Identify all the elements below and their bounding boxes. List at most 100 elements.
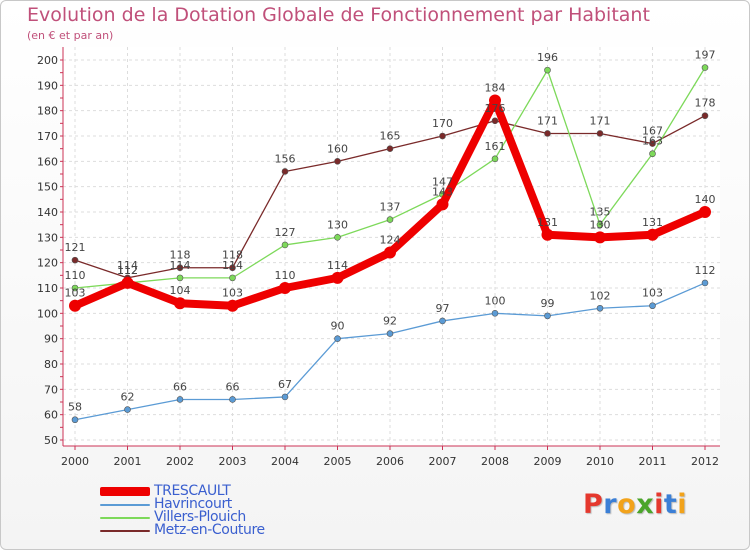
data-label-villers-plouich: 137 <box>380 201 401 214</box>
data-label-villers-plouich: 127 <box>275 226 296 239</box>
y-tick-label: 160 <box>37 155 58 168</box>
logo-letter-2: r <box>603 489 618 520</box>
x-tick-label: 2012 <box>691 455 719 468</box>
data-point-trescault <box>489 94 501 107</box>
y-tick-label: 200 <box>37 54 58 67</box>
chart-title: Evolution de la Dotation Globale de Fonc… <box>27 4 650 26</box>
data-label-havrincourt: 66 <box>226 380 240 393</box>
data-label-villers-plouich: 114 <box>222 259 243 272</box>
data-point-havrincourt <box>386 330 394 337</box>
data-label-villers-plouich: 163 <box>642 135 663 148</box>
data-label-metz-en-couture: 121 <box>65 241 86 254</box>
data-label-havrincourt: 102 <box>590 289 611 302</box>
data-point-villers-plouich <box>491 155 499 163</box>
legend-item-havrincourt[interactable]: Havrincourt <box>100 497 265 511</box>
data-point-villers-plouich <box>281 241 289 249</box>
x-tick-label: 2007 <box>429 455 457 468</box>
x-tick-label: 2000 <box>61 455 89 468</box>
x-tick-label: 2002 <box>166 455 194 468</box>
data-label-trescault: 103 <box>222 287 243 300</box>
data-point-trescault <box>384 246 396 259</box>
proxiti-logo: Proxiti <box>583 489 687 520</box>
legend: TRESCAULT Havrincourt Villers-Plouich Me… <box>100 484 265 537</box>
legend-item-metz-en-couture[interactable]: Metz-en-Couture <box>100 523 265 537</box>
logo-letter-6: t <box>663 489 678 520</box>
y-tick-label: 80 <box>44 358 58 371</box>
data-point-metz-en-couture <box>334 158 341 165</box>
logo-letter-3: o <box>617 489 637 520</box>
data-point-villers-plouich <box>71 284 79 292</box>
data-point-havrincourt <box>596 304 604 312</box>
data-point-metz-en-couture <box>649 140 656 147</box>
data-point-trescault <box>646 228 659 241</box>
data-label-havrincourt: 99 <box>541 297 555 310</box>
data-label-havrincourt: 67 <box>278 378 292 391</box>
data-point-metz-en-couture <box>71 256 79 264</box>
y-tick-label: 150 <box>37 181 58 194</box>
logo-letter-4: x <box>636 489 655 520</box>
x-tick-label: 2004 <box>271 455 299 468</box>
data-label-trescault: 103 <box>65 287 86 300</box>
y-tick-label: 60 <box>44 409 58 422</box>
x-tick-label: 2003 <box>219 455 247 468</box>
data-label-villers-plouich: 130 <box>327 218 348 231</box>
y-tick-label: 120 <box>37 257 58 270</box>
data-point-havrincourt <box>701 279 709 287</box>
data-point-havrincourt <box>544 312 551 320</box>
data-label-trescault: 114 <box>327 259 348 272</box>
data-point-metz-en-couture <box>701 112 709 120</box>
legend-item-villers-plouich[interactable]: Villers-Plouich <box>100 510 265 524</box>
data-point-metz-en-couture <box>544 130 551 137</box>
logo-letter-7: i <box>677 489 688 520</box>
data-point-trescault <box>226 299 239 312</box>
data-label-villers-plouich: 135 <box>590 206 611 219</box>
data-label-trescault: 130 <box>590 218 611 231</box>
data-label-trescault: 140 <box>695 193 716 206</box>
data-label-villers-plouich: 161 <box>485 140 506 153</box>
data-label-metz-en-couture: 165 <box>380 130 401 143</box>
data-label-havrincourt: 103 <box>642 287 663 300</box>
data-label-trescault: 184 <box>485 82 506 95</box>
legend-swatch-havrincourt <box>100 503 150 506</box>
data-label-havrincourt: 62 <box>121 391 135 404</box>
y-tick-label: 90 <box>44 333 58 346</box>
data-label-trescault: 124 <box>380 234 401 247</box>
x-tick-label: 2006 <box>376 455 404 468</box>
data-label-metz-en-couture: 170 <box>432 117 453 130</box>
logo-letter-1: P <box>583 489 604 520</box>
data-point-trescault <box>279 282 291 294</box>
data-point-metz-en-couture <box>281 168 289 175</box>
data-point-villers-plouich <box>334 234 341 241</box>
y-tick-label: 100 <box>37 307 58 320</box>
y-tick-label: 190 <box>37 79 58 92</box>
legend-swatch-trescault <box>100 487 150 496</box>
data-point-villers-plouich <box>176 274 184 282</box>
y-tick-label: 130 <box>37 231 58 244</box>
data-label-villers-plouich: 114 <box>170 259 191 272</box>
data-point-havrincourt <box>649 302 656 310</box>
data-label-villers-plouich: 112 <box>117 264 138 277</box>
x-tick-label: 2010 <box>586 455 614 468</box>
data-label-villers-plouich: 147 <box>432 175 453 188</box>
data-point-havrincourt <box>229 396 236 403</box>
data-point-havrincourt <box>491 310 499 317</box>
data-label-trescault: 131 <box>537 216 558 229</box>
data-point-trescault <box>331 271 344 284</box>
legend-item-trescault[interactable]: TRESCAULT <box>100 484 265 498</box>
data-point-villers-plouich <box>544 66 551 74</box>
y-tick-label: 50 <box>44 434 58 447</box>
data-label-havrincourt: 92 <box>383 315 397 328</box>
data-label-metz-en-couture: 171 <box>590 114 611 127</box>
data-label-metz-en-couture: 114 <box>117 259 138 272</box>
data-label-villers-plouich: 110 <box>65 269 86 282</box>
chart-subtitle: (en € et par an) <box>27 29 114 42</box>
data-point-villers-plouich <box>649 150 656 158</box>
x-tick-label: 2008 <box>481 455 509 468</box>
data-label-trescault: 112 <box>117 264 138 277</box>
data-point-havrincourt <box>334 335 341 342</box>
data-point-havrincourt <box>176 396 184 403</box>
data-point-metz-en-couture <box>229 264 236 272</box>
data-label-metz-en-couture: 160 <box>327 142 348 155</box>
data-label-trescault: 104 <box>170 284 191 297</box>
